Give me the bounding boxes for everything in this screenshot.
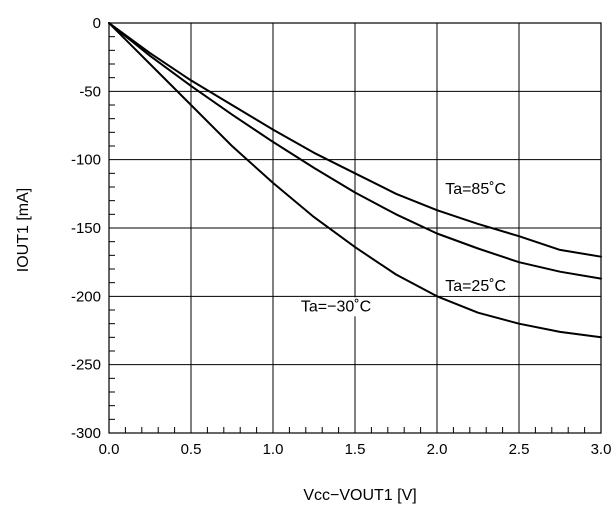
series-line <box>108 22 602 258</box>
x-tick-label: 2.0 <box>427 441 448 458</box>
x-tick-labels: 0.0 0.5 1.0 1.5 2.0 2.5 3.0 <box>99 441 612 458</box>
series-label-background <box>442 276 510 296</box>
y-tick-labels: 0 -50 -100 -150 -200 -250 -300 <box>71 15 101 442</box>
y-tick-label: -200 <box>71 288 101 305</box>
series-lines <box>108 22 602 339</box>
y-tick-label: -150 <box>71 220 101 237</box>
series-label-background <box>442 179 510 199</box>
grid <box>108 22 602 434</box>
series-line <box>108 22 602 339</box>
series-label: Ta=−30˚C <box>301 298 371 315</box>
x-tick-label: 1.5 <box>345 441 366 458</box>
series-line <box>108 22 602 280</box>
x-axis-title: Vcc−VOUT1 [V] <box>303 487 416 504</box>
plot-area-frame <box>108 22 602 434</box>
y-tick-label: -50 <box>79 83 101 100</box>
x-tick-label: 0.5 <box>181 441 202 458</box>
y-tick-label: -300 <box>71 425 101 442</box>
series-label: Ta=25˚C <box>445 278 506 295</box>
series-label: Ta=85˚C <box>445 181 506 198</box>
x-tick-label: 2.5 <box>509 441 530 458</box>
y-axis-title: IOUT1 [mA] <box>15 188 32 272</box>
minor-ticks <box>109 36 586 433</box>
x-tick-label: 3.0 <box>591 441 612 458</box>
y-tick-label: -250 <box>71 357 101 374</box>
series-labels: Ta=85˚C Ta=25˚C Ta=−30˚C <box>297 179 510 317</box>
series-label-background <box>297 297 375 317</box>
x-tick-label: 1.0 <box>263 441 284 458</box>
y-tick-label: 0 <box>93 15 101 32</box>
y-tick-label: -100 <box>71 152 101 169</box>
x-tick-label: 0.0 <box>99 441 120 458</box>
